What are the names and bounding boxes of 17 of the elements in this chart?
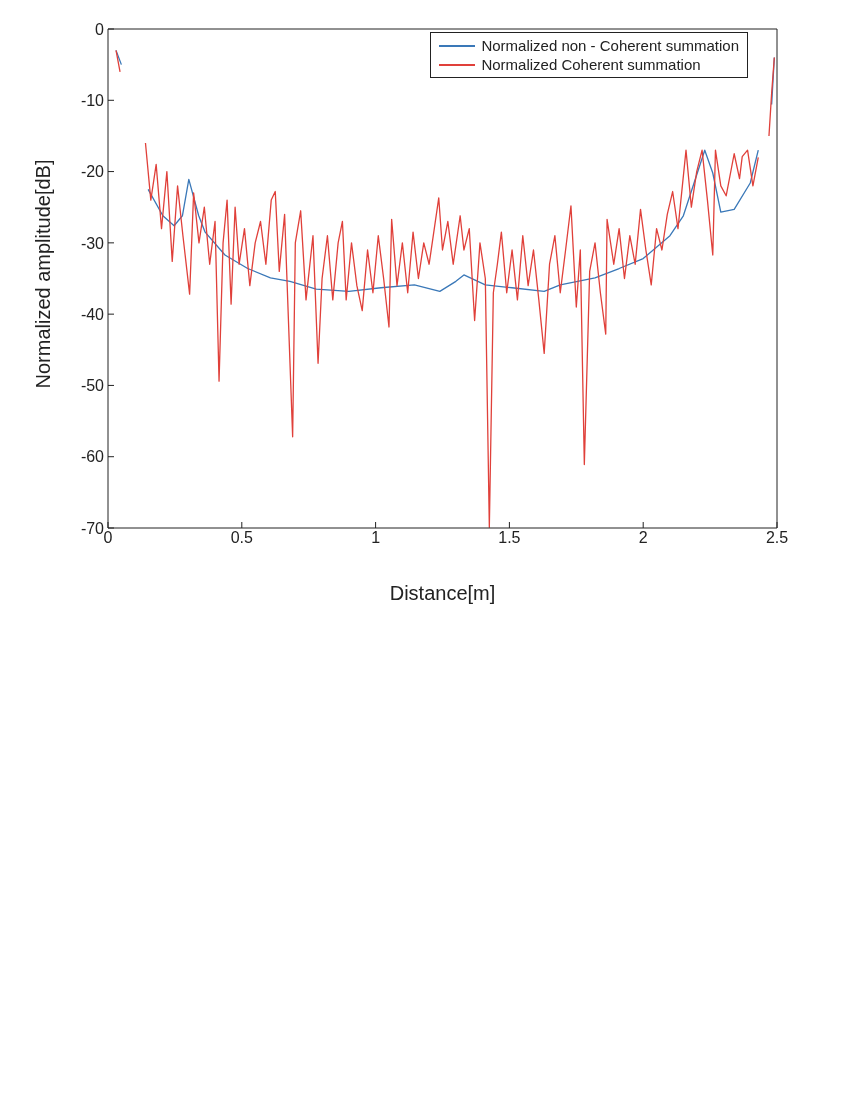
x-tick-label: 0.5 (230, 529, 254, 547)
x-tick-label: 1 (371, 529, 381, 547)
y-tick-label: -70 (80, 519, 105, 537)
legend-label: Normalized Coherent summation (481, 55, 701, 74)
x-axis-title: Distance[m] (389, 582, 496, 604)
y-axis-title: Normalized amplitude[dB] (32, 159, 55, 389)
y-tick-label: 0 (95, 20, 105, 38)
y-tick-label: -10 (80, 91, 105, 109)
y-tick-label: -30 (80, 234, 105, 252)
x-tick-label: 1.5 (498, 529, 521, 547)
y-tick-label: -50 (80, 377, 105, 395)
y-tick-label: -60 (80, 448, 105, 466)
y-tick-label: -20 (80, 163, 105, 181)
x-tick-label: 2.5 (765, 529, 789, 547)
y-tick-label: -40 (80, 305, 105, 323)
x-tick-label: 2 (638, 529, 648, 547)
legend-label: Normalized non - Coherent summation (481, 36, 739, 55)
